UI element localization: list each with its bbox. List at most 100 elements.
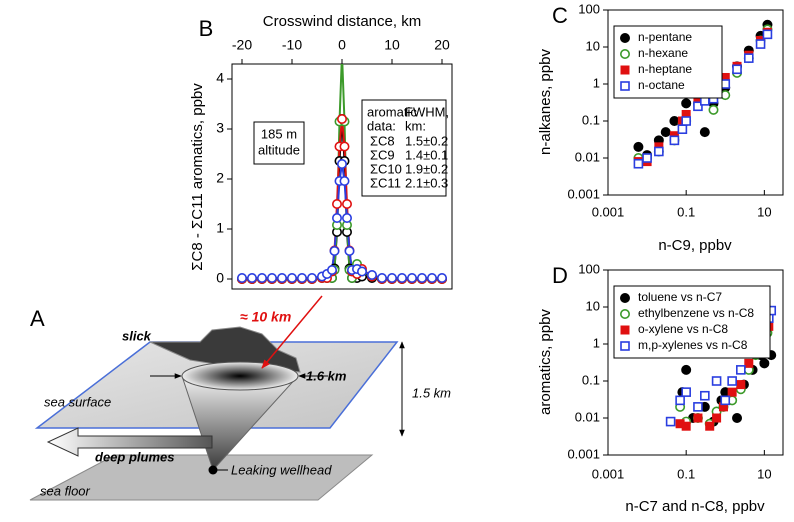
legend-header: FWHM, [405,104,449,119]
y-tick-label: 2 [216,170,224,186]
marker [620,293,630,303]
marker [705,421,715,431]
legend-value: 1.5±0.2 [405,133,448,148]
legend-label: ΣC11 [370,175,401,190]
marker [711,376,722,386]
marker [386,272,397,283]
marker [356,266,367,277]
marker [296,272,307,283]
annotation: 185 m [261,126,297,141]
y-axis-label: aromatics, ppbv [537,309,554,415]
plot-frame [607,269,784,456]
y-tick-label: 1 [216,220,224,236]
panel-letter: B [199,16,214,41]
marker [326,264,337,275]
marker [699,127,710,138]
legend-label: m,p-xylenes vs n-C8 [638,338,748,352]
marker [620,65,630,75]
plot-frame [607,9,784,196]
marker [736,380,746,390]
legend-label: o-xylene vs n-C8 [638,322,728,336]
marker [339,141,350,152]
x-tick-label: 0 [338,37,346,53]
y-axis-label: ΣC8 - ΣC11 aromatics, ppbv [189,83,206,271]
marker [339,176,350,187]
marker [416,272,427,283]
marker [642,153,652,163]
marker [341,213,352,224]
marker [331,213,342,224]
marker [665,416,676,427]
marker [344,246,355,257]
y-axis-label: n-alkanes, ppbv [537,49,554,155]
legend-label: toluene vs n-C7 [638,290,722,304]
x-tick-label: 10 [757,466,771,481]
x-tick-label: 10 [384,37,400,53]
marker [720,395,731,406]
wellhead-label: Leaking wellhead [231,462,332,477]
x-axis-label: n-C7 and n-C8, ppbv [625,498,765,515]
legend-box [613,25,723,99]
legend-box [361,99,447,197]
x-tick-label: 0.1 [677,466,695,481]
y-tick-label: 0.1 [582,112,600,127]
y-tick-label: 10 [586,38,600,53]
marker [700,390,710,401]
marker [633,158,644,169]
y-tick-label: 10 [586,298,600,313]
marker [406,272,417,283]
marker [331,199,342,210]
marker [619,48,630,59]
x-tick-label: 20 [434,37,450,53]
y-tick-label: 0 [216,270,224,286]
legend-value: 2.1±0.3 [405,175,448,190]
legend-label: n-heptane [638,62,692,76]
marker [693,402,703,412]
marker [708,104,719,115]
x-tick-label: -10 [282,37,302,53]
marker [620,81,630,91]
annotation: altitude [258,142,300,157]
slick-label: slick [122,328,152,343]
marker [743,53,754,63]
y-tick-label: 0.1 [582,372,600,387]
marker [306,272,317,283]
y-tick-label: 3 [216,120,224,136]
marker [693,413,703,423]
x-tick-label: 0.1 [677,204,695,219]
marker [654,146,664,157]
marker [727,376,737,386]
legend-box [613,285,771,359]
marker [669,135,680,146]
distance-label: ≈ 10 km [240,309,291,325]
sea-floor [29,454,374,501]
x-tick-label: -20 [232,37,252,53]
y-tick-label: 0.01 [575,409,600,424]
marker [396,272,407,283]
marker [681,364,692,375]
marker [620,33,630,43]
surface-label: sea surface [44,394,111,409]
y-tick-label: 100 [578,1,600,16]
legend-label: ethylbenzene vs n-C8 [638,306,754,320]
y-tick-label: 0.01 [575,149,600,164]
marker [376,272,387,283]
marker [620,325,630,335]
marker [286,272,297,283]
marker [744,358,754,368]
marker [620,341,630,351]
marker [247,272,258,283]
marker [681,387,691,397]
y-tick-label: 4 [216,70,224,86]
panel-letter: A [30,306,45,331]
marker [336,114,347,125]
y-tick-label: 0.001 [567,186,600,201]
marker [237,272,248,283]
y-tick-label: 1 [593,335,600,350]
marker [633,141,644,152]
marker [336,159,347,170]
marker [681,421,691,431]
y-tick-label: 1 [593,75,600,90]
